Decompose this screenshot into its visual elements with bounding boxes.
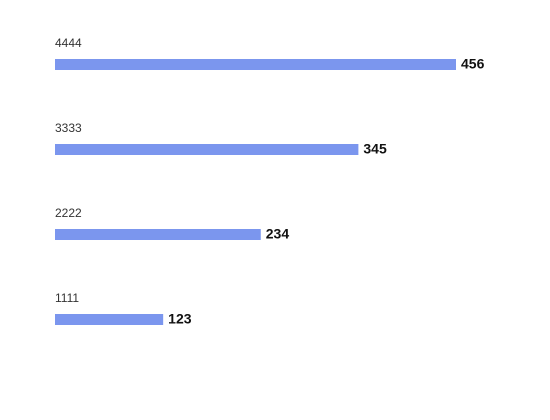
category-label: 2222 <box>55 206 82 220</box>
bar <box>55 59 456 70</box>
bar <box>55 314 164 325</box>
category-label: 4444 <box>55 36 82 50</box>
value-label: 234 <box>266 226 290 242</box>
category-label: 1111 <box>55 291 79 305</box>
bar <box>55 229 261 240</box>
value-label: 456 <box>461 56 485 72</box>
category-label: 3333 <box>55 121 82 135</box>
value-label: 123 <box>168 311 192 327</box>
value-label: 345 <box>363 141 387 157</box>
bar <box>55 144 359 155</box>
